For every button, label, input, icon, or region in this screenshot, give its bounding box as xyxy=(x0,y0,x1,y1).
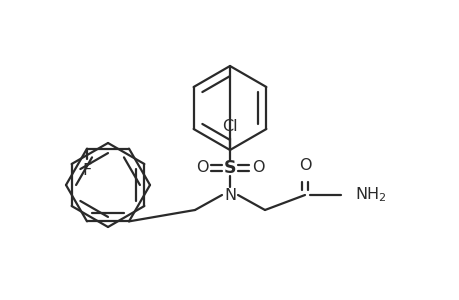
Text: O: O xyxy=(251,160,263,175)
Text: NH$_2$: NH$_2$ xyxy=(354,186,386,204)
Text: Cl: Cl xyxy=(222,119,237,134)
Text: N: N xyxy=(224,188,235,202)
Text: S: S xyxy=(223,159,236,177)
Text: F: F xyxy=(82,163,91,178)
Text: O: O xyxy=(196,160,208,175)
Text: O: O xyxy=(298,158,311,173)
